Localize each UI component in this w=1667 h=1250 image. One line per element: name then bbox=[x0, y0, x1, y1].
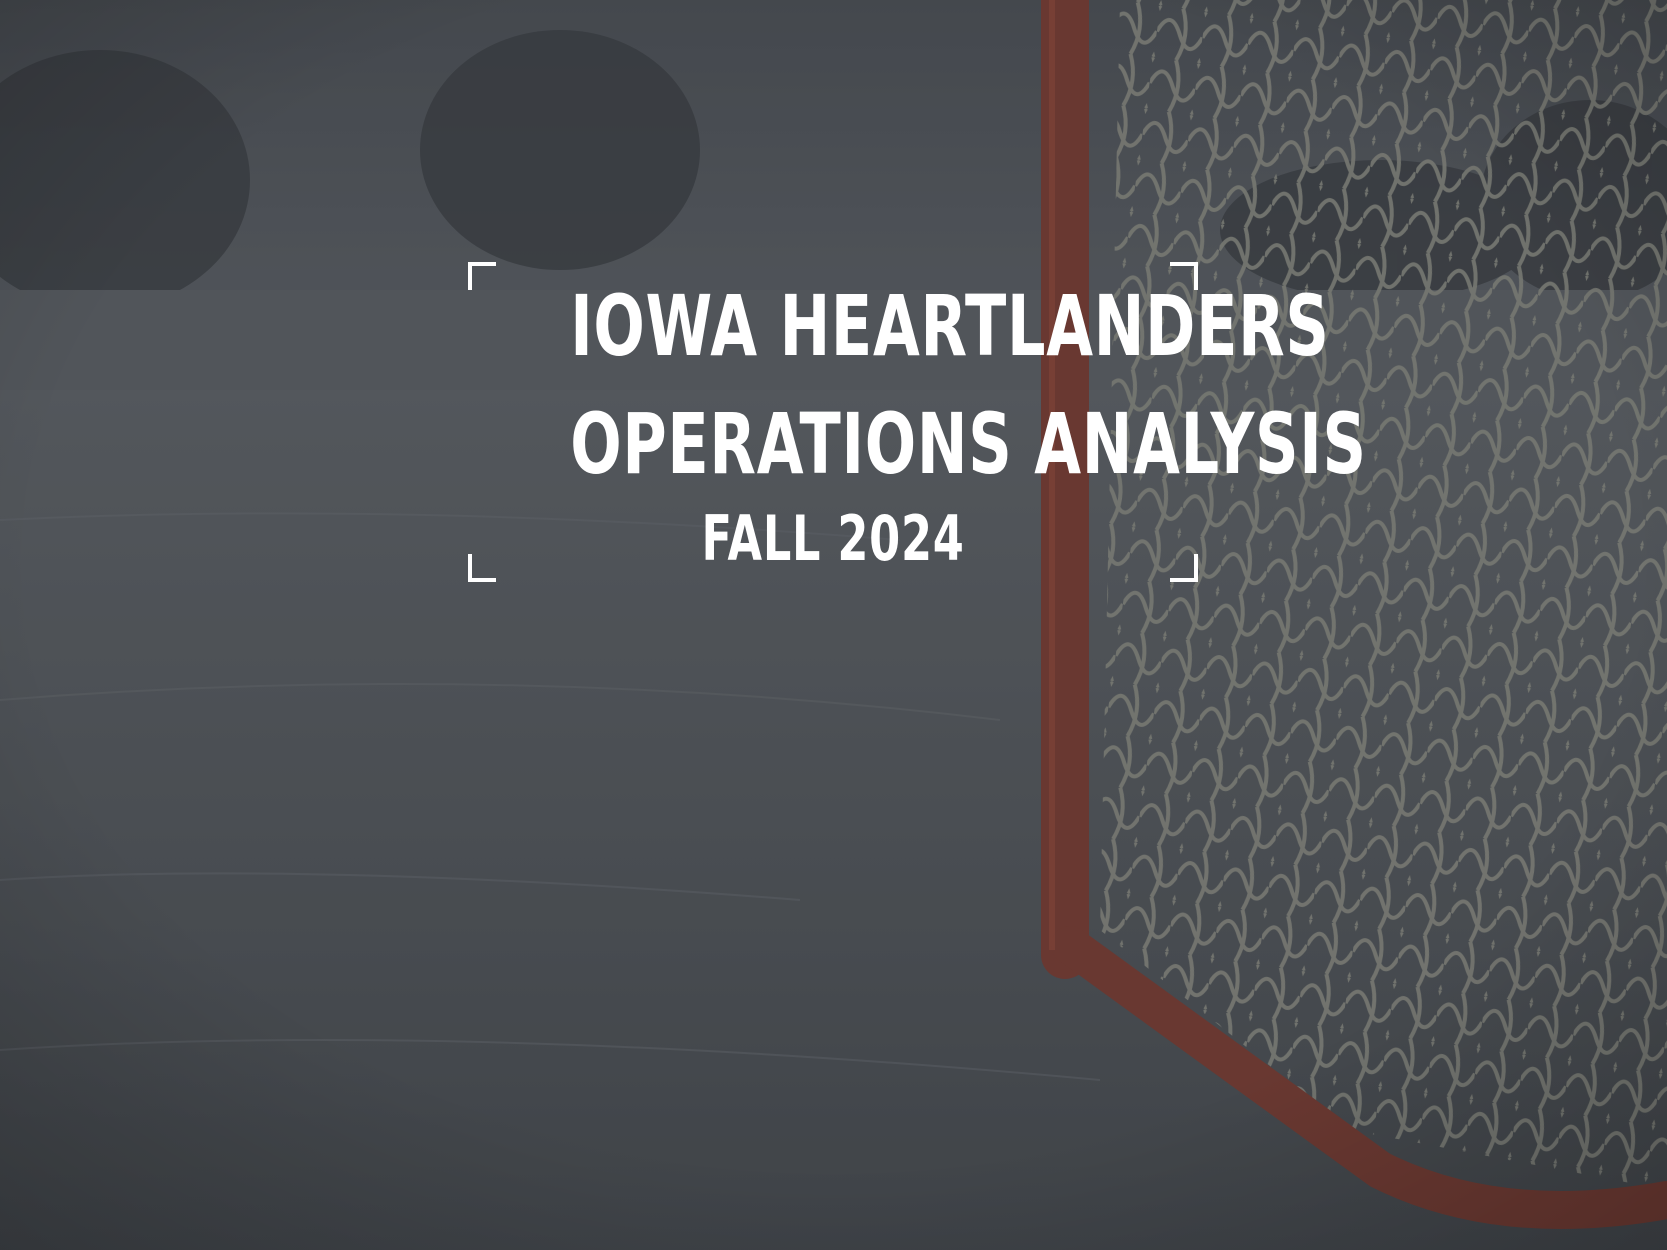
frame-corner-top-left bbox=[468, 262, 496, 290]
frame-corner-bottom-left bbox=[468, 554, 496, 582]
title-line-2: OPERATIONS ANALYSIS bbox=[570, 395, 1367, 493]
title-frame: IOWA HEARTLANDERS OPERATIONS ANALYSIS FA… bbox=[468, 262, 1367, 582]
frame-corner-bottom-right bbox=[1170, 554, 1198, 582]
subtitle: FALL 2024 bbox=[701, 502, 965, 575]
title-line-1: IOWA HEARTLANDERS bbox=[570, 277, 1330, 375]
frame-corner-top-right bbox=[1170, 262, 1198, 290]
